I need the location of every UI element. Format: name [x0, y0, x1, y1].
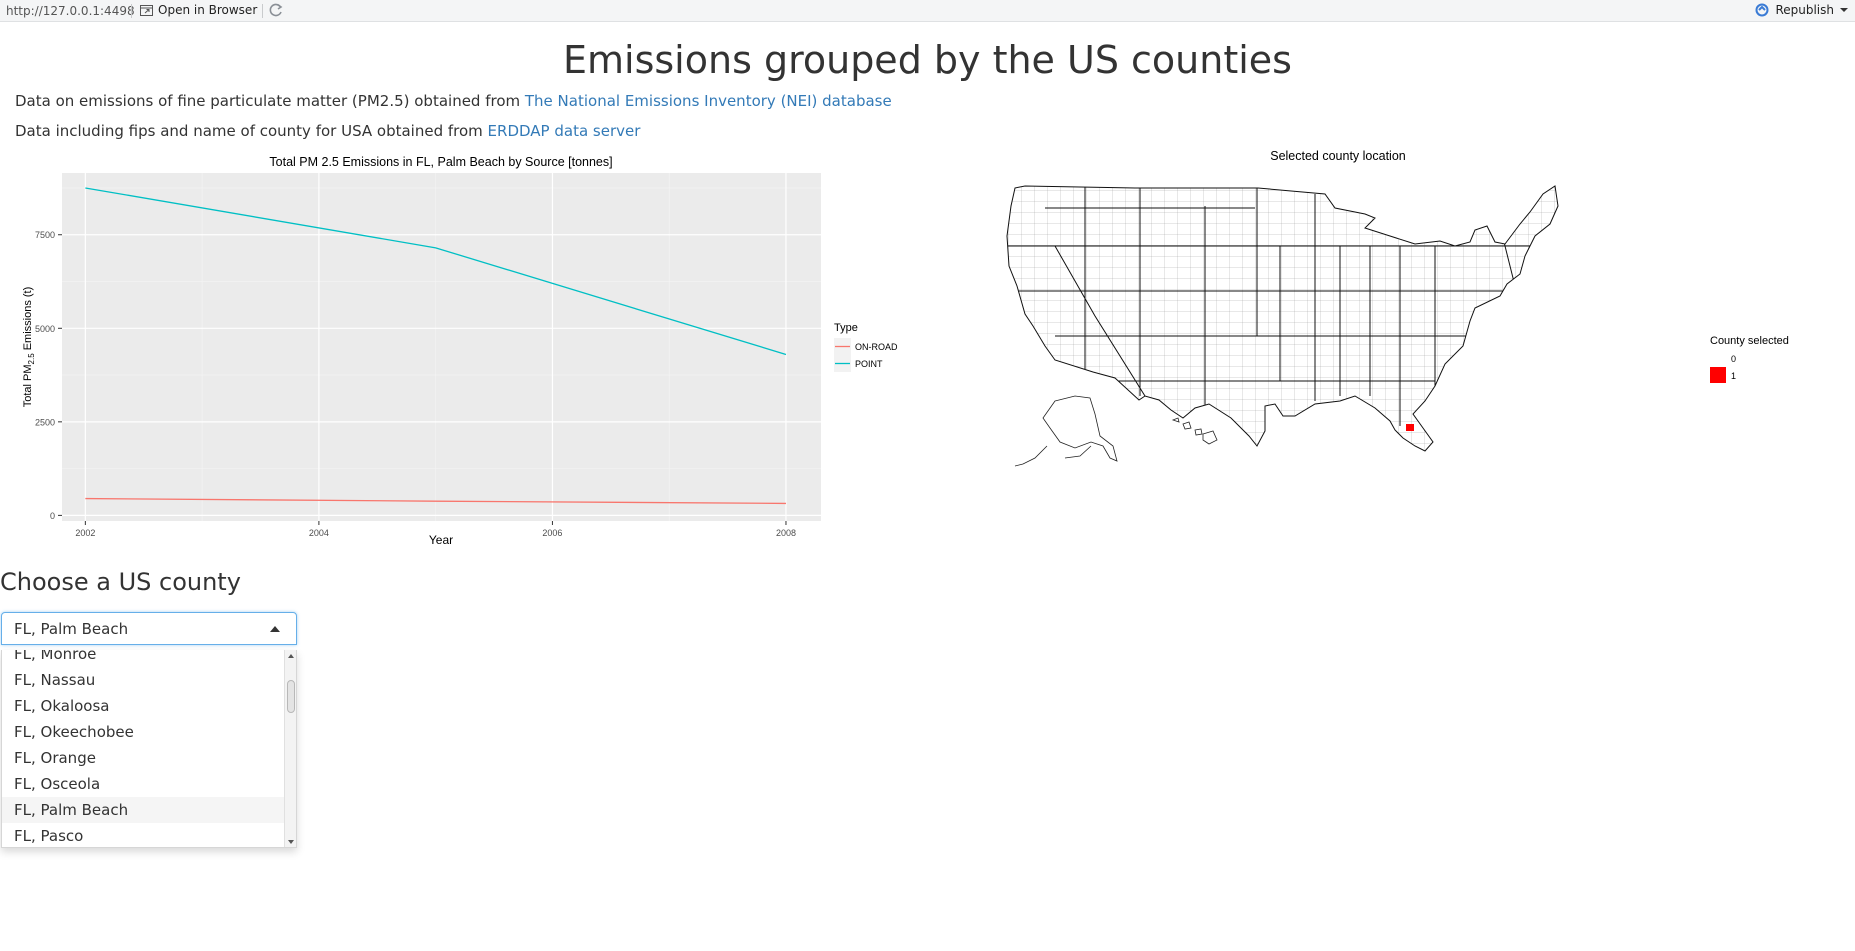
county-select[interactable]: FL, Palm Beach — [1, 612, 297, 645]
map-title: Selected county location — [1270, 149, 1406, 163]
y-axis-label: Total PM2.5 Emissions (t) — [22, 287, 36, 408]
chart-grid — [62, 173, 821, 521]
data-source-text: Data on emissions of fine particulate ma… — [15, 92, 525, 110]
county-option[interactable]: FL, Nassau — [14, 671, 96, 689]
data-source-paragraph: Data on emissions of fine particulate ma… — [15, 92, 892, 110]
county-option[interactable]: FL, Monroe — [14, 650, 97, 663]
refresh-icon — [269, 3, 283, 17]
series-line-point — [85, 187, 787, 356]
y-axis-label-prefix: Total PM — [22, 364, 34, 407]
x-tick-label: 2006 — [542, 528, 562, 538]
emissions-line-chart: Total PM 2.5 Emissions in FL, Palm Beach… — [22, 155, 898, 547]
fips-source-paragraph: Data including fips and name of county f… — [15, 122, 640, 140]
y-tick-label: 5000 — [35, 324, 55, 334]
us-county-map: Selected county location County selected… — [1006, 149, 1789, 467]
chart-legend: ON-ROAD POINT — [834, 338, 898, 372]
chevron-down-icon[interactable] — [1839, 6, 1849, 14]
open-window-icon — [140, 4, 153, 16]
republish-button[interactable]: Republish — [1754, 3, 1849, 17]
caret-up-icon[interactable] — [270, 626, 280, 632]
alaska-counties — [1014, 395, 1118, 467]
county-option-selected[interactable]: FL, Palm Beach — [2, 797, 285, 823]
y-tick-label: 0 — [50, 511, 55, 521]
county-option[interactable]: FL, Pasco — [14, 827, 84, 845]
county-options: FL, Monroe FL, Nassau FL, Okaloosa FL, O… — [2, 650, 285, 847]
y-axis-label-subscript: 2.5 — [27, 353, 36, 365]
map-legend-title: County selected — [1710, 335, 1789, 347]
chart-title: Total PM 2.5 Emissions in FL, Palm Beach… — [269, 155, 612, 169]
chart-series — [85, 187, 787, 505]
url-label: http://127.0.0.1:4498 — [6, 4, 135, 18]
dropdown-scrollbar[interactable] — [284, 650, 296, 847]
x-axis-label: Year — [429, 533, 453, 547]
county-option[interactable]: FL, Orange — [14, 749, 96, 767]
chart-axes: 0 2500 5000 7500 2002 2004 2006 2008 — [35, 230, 796, 538]
x-tick-label: 2008 — [776, 528, 796, 538]
erddap-link[interactable]: ERDDAP data server — [487, 122, 641, 140]
nei-database-link[interactable]: The National Emissions Inventory (NEI) d… — [524, 92, 892, 110]
page-title: Emissions grouped by the US counties — [563, 38, 1292, 82]
toolbar-divider — [131, 4, 132, 18]
county-dropdown[interactable]: FL, Monroe FL, Nassau FL, Okaloosa FL, O… — [1, 650, 297, 848]
map-legend-label-0: 0 — [1731, 354, 1736, 364]
y-tick-label: 2500 — [35, 417, 55, 427]
selected-county-marker — [1406, 424, 1414, 431]
y-axis-label-suffix: Emissions (t) — [22, 287, 34, 354]
hawaii-counties — [1171, 417, 1218, 445]
open-in-browser-label: Open in Browser — [158, 3, 258, 17]
publish-icon — [1755, 3, 1769, 17]
map-legend-key-1 — [1710, 367, 1726, 383]
county-option[interactable]: FL, Osceola — [14, 775, 101, 793]
map-legend-label-1: 1 — [1731, 371, 1736, 381]
legend-label: ON-ROAD — [855, 342, 898, 352]
legend-label: POINT — [855, 359, 883, 369]
fips-source-text: Data including fips and name of county f… — [15, 122, 488, 140]
refresh-button[interactable] — [268, 2, 284, 21]
toolbar-divider — [262, 4, 263, 18]
open-in-browser-button[interactable]: Open in Browser — [140, 3, 257, 17]
scrollbar-thumb[interactable] — [287, 680, 295, 713]
viewer-toolbar: http://127.0.0.1:4498 Open in Browser Re… — [0, 0, 1855, 22]
republish-label: Republish — [1775, 3, 1834, 17]
scroll-up-icon[interactable] — [286, 652, 296, 660]
selected-county-value: FL, Palm Beach — [14, 620, 129, 638]
x-tick-label: 2002 — [75, 528, 95, 538]
county-selector-heading: Choose a US county — [0, 568, 241, 596]
x-tick-label: 2004 — [309, 528, 329, 538]
series-line-on-road — [85, 497, 786, 505]
county-option[interactable]: FL, Okaloosa — [14, 697, 110, 715]
legend-title: Type — [834, 322, 858, 334]
scroll-down-icon[interactable] — [286, 838, 296, 846]
map-legend-key-0 — [1710, 350, 1726, 366]
plot-panel — [62, 173, 821, 521]
county-option[interactable]: FL, Okeechobee — [14, 723, 134, 741]
y-tick-label: 7500 — [35, 230, 55, 240]
